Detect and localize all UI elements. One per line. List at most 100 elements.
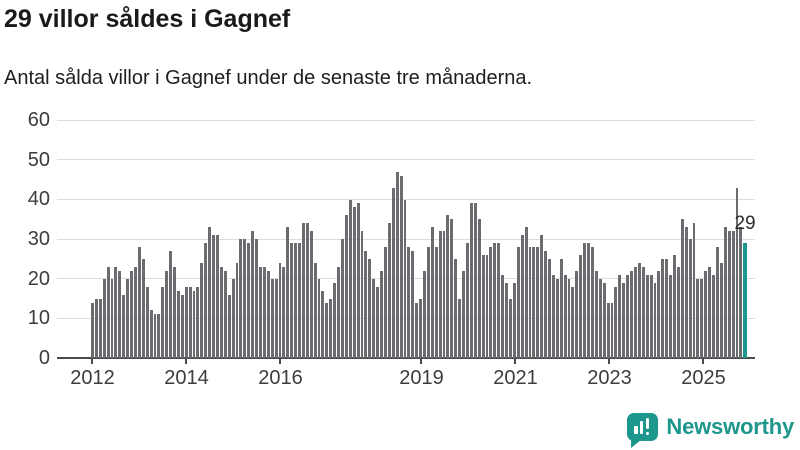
bar (329, 298, 333, 358)
bar (255, 239, 258, 358)
bar (579, 255, 583, 358)
bar (126, 278, 130, 358)
bar (548, 258, 551, 358)
newsworthy-logo[interactable]: Newsworthy (627, 409, 794, 448)
bar (383, 247, 387, 358)
y-axis-tick-label: 40 (27, 188, 50, 211)
bar (176, 290, 180, 358)
bar (481, 255, 485, 358)
bar (243, 239, 247, 358)
exclamation-dot-icon (645, 431, 650, 435)
bar (606, 302, 610, 358)
bar (649, 274, 653, 358)
gridline (57, 119, 755, 121)
bar (391, 187, 395, 358)
bar (337, 266, 340, 358)
highlight-bar (743, 243, 748, 358)
bar (161, 286, 165, 358)
bar (462, 270, 465, 358)
bar (669, 274, 673, 358)
bar (298, 243, 301, 358)
bar (204, 243, 208, 358)
bar (399, 175, 403, 358)
bar (348, 199, 352, 358)
bar (446, 215, 450, 358)
bar (149, 310, 153, 358)
bar (434, 247, 438, 358)
bar (524, 227, 528, 358)
bar (200, 262, 204, 358)
bar (403, 199, 407, 358)
bar (661, 258, 665, 358)
bar (563, 274, 567, 358)
bar (528, 247, 532, 358)
page-subtitle: Antal sålda villor i Gagnef under de sen… (4, 67, 533, 89)
bar (473, 203, 477, 358)
bar (684, 227, 688, 358)
y-axis-tick-label: 50 (27, 148, 50, 171)
bar (106, 266, 110, 358)
bar (637, 262, 641, 358)
bar (196, 286, 200, 358)
bar (376, 286, 380, 358)
bar (489, 247, 493, 358)
bar (700, 278, 704, 358)
bar (493, 243, 497, 358)
bar (438, 231, 442, 358)
gridline (57, 198, 755, 200)
bar (512, 282, 516, 358)
bar (540, 235, 544, 358)
bar (653, 282, 657, 358)
bar (626, 274, 630, 358)
bar (313, 262, 317, 358)
bar (739, 227, 743, 358)
x-axis-tick (279, 359, 282, 364)
bar (270, 278, 274, 358)
bar (633, 266, 637, 358)
bar (544, 251, 548, 358)
gridline (57, 159, 755, 161)
bar (173, 266, 176, 358)
bar (153, 314, 157, 358)
newsworthy-wordmark: Newsworthy (666, 414, 794, 439)
bar (426, 247, 430, 358)
bar (712, 274, 715, 358)
bar (110, 278, 114, 358)
x-axis-line (57, 357, 755, 359)
bar (368, 258, 372, 358)
bar (575, 270, 579, 358)
bar (516, 247, 520, 358)
bar (219, 266, 223, 358)
newsworthy-icon (627, 413, 659, 448)
bar (227, 294, 231, 358)
bar (145, 286, 149, 358)
bar (223, 270, 227, 358)
bar (688, 239, 692, 358)
bar (407, 247, 411, 358)
bar (141, 258, 145, 358)
x-axis-tick (185, 359, 188, 364)
page-title: 29 villor såldes i Gagnef (4, 5, 291, 33)
bar (380, 270, 383, 358)
bar (130, 270, 133, 358)
bar (251, 231, 255, 358)
bar (501, 274, 505, 358)
bar (266, 270, 270, 358)
bar (716, 247, 719, 358)
bar (536, 247, 540, 358)
bar (485, 255, 489, 358)
bar (708, 266, 712, 358)
bar (333, 282, 337, 358)
bar (559, 258, 563, 358)
bar (614, 286, 618, 358)
bar (454, 258, 458, 358)
bar (157, 314, 161, 358)
bar (274, 278, 278, 358)
bar (497, 243, 501, 358)
bar (411, 251, 415, 358)
bar (360, 231, 364, 358)
bar (309, 231, 313, 358)
bar (278, 262, 282, 358)
